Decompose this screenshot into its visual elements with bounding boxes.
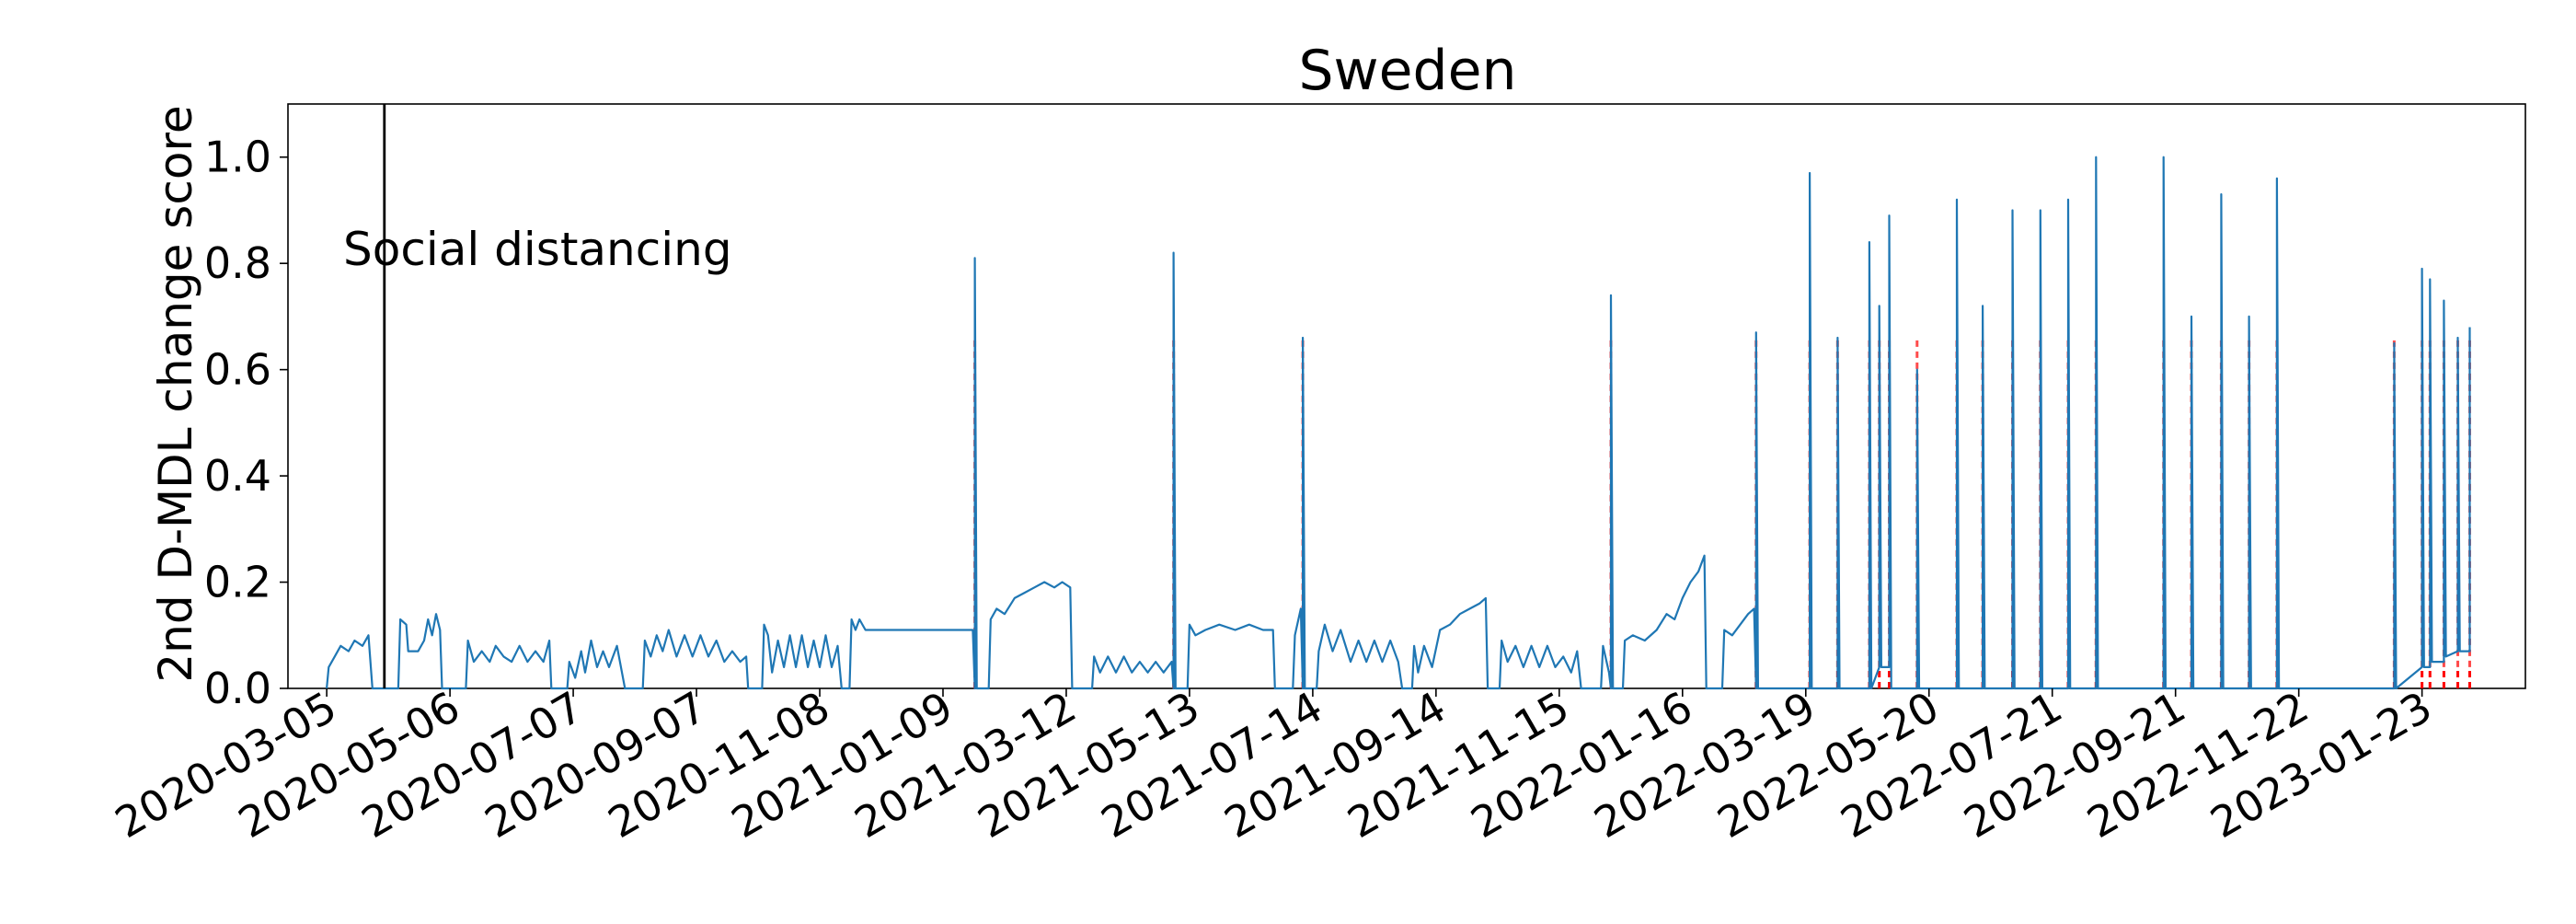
y-tick-label: 0.4 xyxy=(204,451,271,501)
y-tick-label: 0.8 xyxy=(204,238,271,288)
chart-title: Sweden xyxy=(1298,39,1516,103)
y-tick-label: 1.0 xyxy=(204,133,271,182)
plot-area xyxy=(287,103,2526,689)
y-tick-label: 0.2 xyxy=(204,558,271,607)
event-label: Social distancing xyxy=(343,223,732,276)
plot-frame xyxy=(287,103,2526,689)
y-axis-label: 2nd D-MDL change score xyxy=(149,105,202,682)
y-tick-label: 0.6 xyxy=(204,345,271,395)
series-line xyxy=(326,156,2471,690)
series-layer xyxy=(326,156,2471,690)
y-tick-label: 0.0 xyxy=(204,664,271,713)
alarm-markers xyxy=(973,338,2471,688)
